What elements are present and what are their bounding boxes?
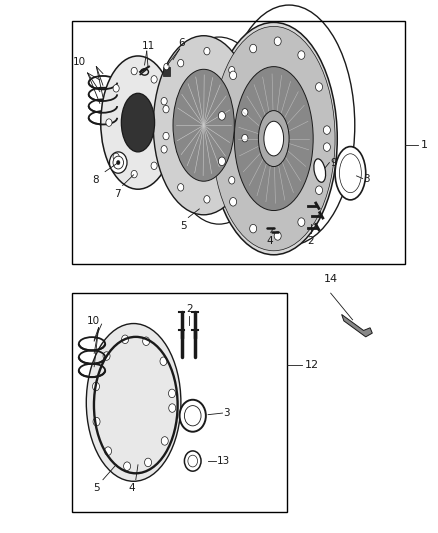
Circle shape <box>169 404 176 413</box>
Text: 4: 4 <box>267 236 274 246</box>
Bar <box>72 21 405 264</box>
Circle shape <box>92 382 99 391</box>
Circle shape <box>298 218 305 227</box>
Text: 11: 11 <box>142 41 155 51</box>
Polygon shape <box>342 314 372 337</box>
Ellipse shape <box>110 152 127 173</box>
Circle shape <box>151 76 157 83</box>
Text: 3: 3 <box>223 408 230 418</box>
Circle shape <box>230 198 237 206</box>
Ellipse shape <box>335 147 366 200</box>
Circle shape <box>242 134 248 142</box>
Circle shape <box>229 67 235 74</box>
Ellipse shape <box>180 400 206 432</box>
Circle shape <box>163 132 169 140</box>
Circle shape <box>204 196 210 203</box>
Ellipse shape <box>234 67 313 211</box>
Circle shape <box>274 232 281 240</box>
Circle shape <box>274 37 281 45</box>
Circle shape <box>298 51 305 59</box>
Circle shape <box>93 417 100 426</box>
Circle shape <box>219 157 226 166</box>
Circle shape <box>124 462 131 471</box>
Ellipse shape <box>184 406 201 426</box>
Ellipse shape <box>101 56 175 189</box>
Text: 8: 8 <box>92 175 99 185</box>
Circle shape <box>161 437 168 445</box>
Ellipse shape <box>121 93 155 152</box>
Circle shape <box>169 389 176 398</box>
Ellipse shape <box>86 324 181 481</box>
Text: 10: 10 <box>73 58 86 67</box>
Ellipse shape <box>339 154 361 192</box>
Text: 7: 7 <box>113 189 120 199</box>
Circle shape <box>113 156 124 169</box>
Ellipse shape <box>173 69 234 181</box>
Bar <box>163 67 170 76</box>
Circle shape <box>315 83 322 91</box>
Circle shape <box>145 458 152 467</box>
Circle shape <box>151 162 157 169</box>
Circle shape <box>219 111 226 120</box>
Circle shape <box>106 119 112 126</box>
Circle shape <box>178 184 184 191</box>
Ellipse shape <box>212 26 335 251</box>
Text: 5: 5 <box>180 221 187 231</box>
Circle shape <box>164 63 169 70</box>
Circle shape <box>122 335 129 344</box>
Circle shape <box>161 146 167 153</box>
Text: 1: 1 <box>420 140 427 150</box>
Text: 6: 6 <box>178 38 185 48</box>
Text: 2: 2 <box>186 304 193 314</box>
Text: 10: 10 <box>87 316 100 326</box>
Circle shape <box>178 59 184 67</box>
Text: 12: 12 <box>304 360 318 370</box>
Circle shape <box>323 143 330 151</box>
Text: 13: 13 <box>217 456 230 466</box>
Circle shape <box>160 357 167 366</box>
Circle shape <box>315 186 322 195</box>
Text: 4: 4 <box>128 483 135 494</box>
Circle shape <box>250 44 257 53</box>
Text: 3: 3 <box>364 174 370 183</box>
Text: 14: 14 <box>324 274 338 284</box>
Bar <box>72 293 287 512</box>
Circle shape <box>204 47 210 55</box>
Circle shape <box>229 176 235 184</box>
Circle shape <box>113 153 119 160</box>
Ellipse shape <box>314 159 325 182</box>
Circle shape <box>230 71 237 79</box>
Circle shape <box>117 160 120 165</box>
Text: 5: 5 <box>93 483 100 494</box>
Circle shape <box>113 85 119 92</box>
Circle shape <box>105 447 112 455</box>
Circle shape <box>131 171 137 178</box>
Circle shape <box>242 109 248 116</box>
Circle shape <box>161 98 167 105</box>
Circle shape <box>163 106 169 113</box>
Ellipse shape <box>210 22 337 255</box>
Circle shape <box>250 224 257 233</box>
Ellipse shape <box>264 122 284 156</box>
Circle shape <box>131 67 137 75</box>
Text: 2: 2 <box>307 236 314 246</box>
Circle shape <box>323 126 330 134</box>
Ellipse shape <box>258 110 289 166</box>
Ellipse shape <box>153 36 254 215</box>
Text: 9: 9 <box>331 158 337 167</box>
Circle shape <box>103 352 110 360</box>
Circle shape <box>143 337 150 345</box>
